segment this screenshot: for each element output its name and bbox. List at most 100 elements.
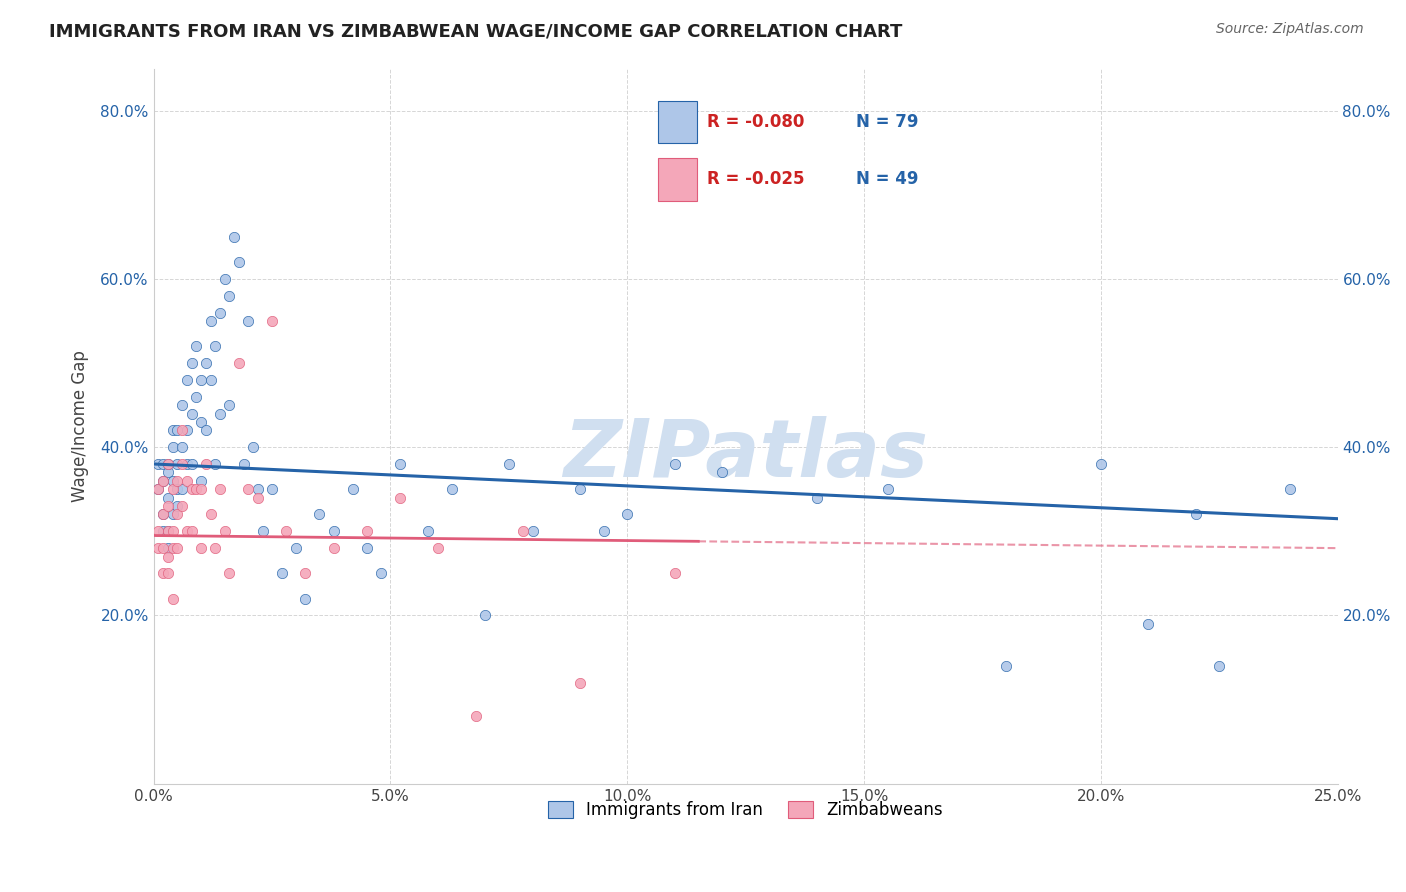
Point [270,566,292,581]
Point [162,524,184,539]
Point [238,482,260,496]
Point [156,491,179,505]
Point [200,373,222,387]
Point [172,440,194,454]
Point [148,541,170,556]
Point [148,457,170,471]
Point [342,482,364,496]
Point [156,524,179,539]
Point [522,524,544,539]
Point [152,474,174,488]
Point [166,482,188,496]
Point [162,591,184,606]
Point [166,457,188,471]
Point [208,407,231,421]
Point [568,675,591,690]
Point [294,566,316,581]
Point [152,566,174,581]
Point [242,440,264,454]
Point [1090,457,1112,471]
Point [190,482,212,496]
Point [166,423,188,437]
Point [204,541,226,556]
Point [156,524,179,539]
Point [464,709,486,723]
Point [176,474,198,488]
Point [426,541,449,556]
Point [148,482,170,496]
Point [176,423,198,437]
Point [876,482,898,496]
Point [172,482,194,496]
Point [152,457,174,471]
Point [194,356,217,370]
Point [176,524,198,539]
Point [356,524,378,539]
Text: ZIPatlas: ZIPatlas [564,416,928,494]
Point [474,608,496,623]
Point [995,659,1018,673]
Point [190,541,212,556]
Point [218,398,240,412]
Point [162,423,184,437]
Point [214,272,236,286]
Point [218,289,240,303]
Point [441,482,464,496]
Point [284,541,307,556]
Point [200,508,222,522]
Point [246,482,269,496]
Point [190,415,212,429]
Legend: Immigrants from Iran, Zimbabweans: Immigrants from Iran, Zimbabweans [541,794,950,825]
Point [806,491,828,505]
Point [592,524,614,539]
Point [180,482,202,496]
Point [176,373,198,387]
Point [152,508,174,522]
Point [204,457,226,471]
Point [162,508,184,522]
Point [262,482,284,496]
Point [218,566,240,581]
Point [208,482,231,496]
Point [156,457,179,471]
Point [156,457,179,471]
Point [190,474,212,488]
Point [308,508,330,522]
Point [152,541,174,556]
Point [166,508,188,522]
Point [156,466,179,480]
Point [180,457,202,471]
Point [162,482,184,496]
Point [186,482,208,496]
Point [214,524,236,539]
Point [148,482,170,496]
Point [1208,659,1230,673]
Point [388,457,411,471]
Point [664,566,686,581]
Point [322,524,344,539]
Point [166,474,188,488]
Point [172,398,194,412]
Point [232,457,254,471]
Point [180,356,202,370]
Point [194,457,217,471]
Point [664,457,686,471]
Point [228,356,250,370]
Point [388,491,411,505]
Point [204,339,226,353]
Point [276,524,298,539]
Point [152,524,174,539]
Point [194,423,217,437]
Point [176,457,198,471]
Point [180,524,202,539]
Point [1184,508,1206,522]
Point [162,474,184,488]
Point [156,566,179,581]
Point [190,373,212,387]
Point [246,491,269,505]
Point [370,566,392,581]
Text: IMMIGRANTS FROM IRAN VS ZIMBABWEAN WAGE/INCOME GAP CORRELATION CHART: IMMIGRANTS FROM IRAN VS ZIMBABWEAN WAGE/… [49,22,903,40]
Point [322,541,344,556]
Point [252,524,274,539]
Point [152,508,174,522]
